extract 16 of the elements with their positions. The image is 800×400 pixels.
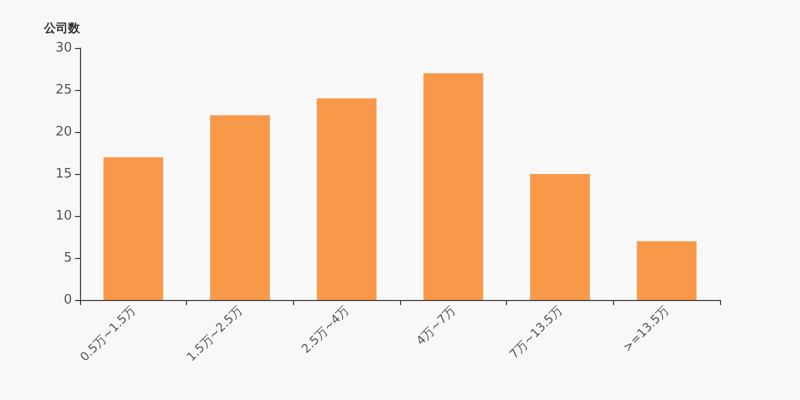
y-tick-label: 10 (55, 208, 72, 224)
bar (636, 241, 697, 300)
x-tick-label: 4万~7万 (414, 303, 458, 348)
y-tick-label: 20 (55, 124, 72, 140)
bar (530, 174, 590, 300)
bar (103, 157, 164, 300)
y-tick-label: 25 (55, 82, 72, 98)
x-tick-label: 2.5万~4万 (298, 303, 352, 356)
y-tick-label: 15 (55, 166, 72, 182)
bar (210, 115, 270, 300)
y-tick-label: 5 (64, 250, 72, 266)
bar (316, 98, 377, 300)
y-tick-label: 0 (64, 292, 72, 308)
bar (423, 73, 484, 300)
y-axis-title: 公司数 (43, 21, 81, 35)
y-tick-label: 30 (55, 40, 72, 56)
